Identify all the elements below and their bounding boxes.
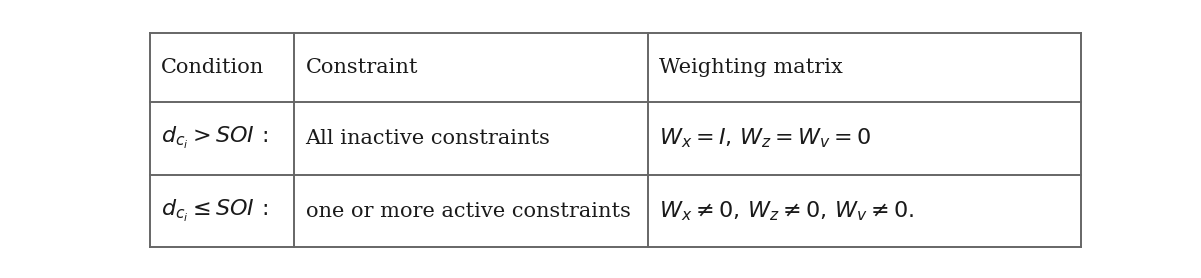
Text: All inactive constraints: All inactive constraints — [305, 129, 550, 148]
Text: one or more active constraints: one or more active constraints — [305, 202, 631, 220]
Text: $d_{c_i} > SOI\, :$: $d_{c_i} > SOI\, :$ — [161, 125, 268, 151]
Text: $W_x = I,\,W_z = W_v = 0$: $W_x = I,\,W_z = W_v = 0$ — [659, 126, 872, 150]
Text: $d_{c_i} \leq SOI\, :$: $d_{c_i} \leq SOI\, :$ — [161, 198, 268, 224]
Text: Weighting matrix: Weighting matrix — [659, 58, 843, 77]
Text: Constraint: Constraint — [305, 58, 418, 77]
Text: Condition: Condition — [161, 58, 264, 77]
Text: $W_x \neq 0,\,W_z \neq 0,\,W_v \neq 0.$: $W_x \neq 0,\,W_z \neq 0,\,W_v \neq 0.$ — [659, 199, 915, 223]
